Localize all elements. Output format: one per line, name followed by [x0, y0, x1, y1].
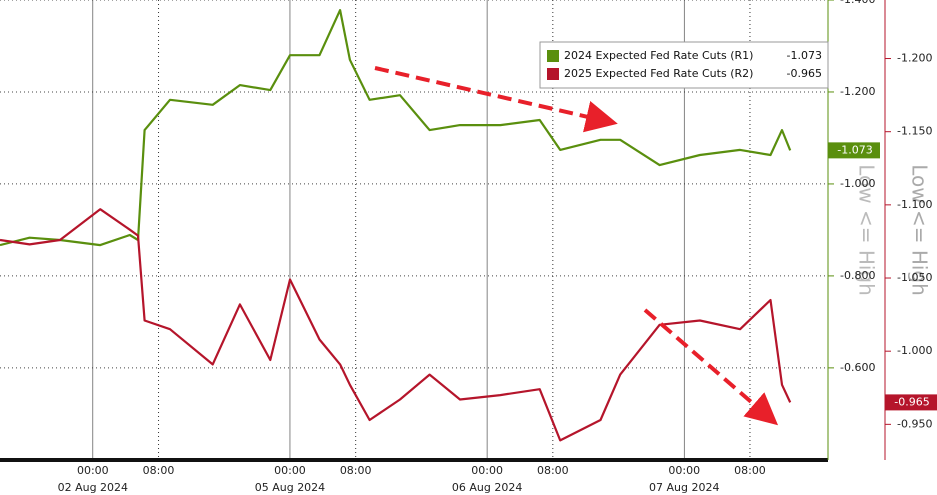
trend-arrow: [374, 66, 618, 133]
last-value-badge: [885, 394, 937, 411]
x-tick-label: 08:00: [537, 464, 569, 477]
trend-arrow: [643, 308, 779, 426]
series-line: [0, 9, 792, 247]
legend-box: [539, 41, 829, 89]
legend-label: 2024 Expected Fed Rate Cuts (R1): [564, 49, 753, 62]
y2-tick-label: -1.150: [897, 125, 932, 138]
x-tick-label: 08:00: [340, 464, 372, 477]
plot: [0, 9, 792, 442]
y2-tick-label: -1.000: [897, 344, 932, 357]
y2-axis-title: Low <= High: [908, 164, 932, 296]
x-tick-label: 00:00: [471, 464, 503, 477]
date-label: 06 Aug 2024: [452, 481, 522, 494]
legend-swatch: [547, 68, 559, 80]
legend-swatch: [547, 50, 559, 62]
y2-tick-label: -1.050: [897, 271, 932, 284]
date-label: 02 Aug 2024: [58, 481, 128, 494]
x-axis-bar: [0, 458, 828, 462]
last-value-label: -1.073: [837, 143, 872, 156]
legend: 2024 Expected Fed Rate Cuts (R1) -1.073 20…: [539, 41, 829, 89]
last-value-badge: [828, 142, 880, 159]
legend-value: -1.073: [787, 49, 822, 62]
x-tick-label: 00:00: [668, 464, 700, 477]
y-tick-label: -0.600: [840, 361, 875, 374]
x-tick-label: 00:00: [274, 464, 306, 477]
y2-tick-label: -0.950: [897, 417, 932, 430]
x-tick-label: 08:00: [734, 464, 766, 477]
last-value-label: -0.965: [894, 395, 929, 408]
y2-tick-label: -1.200: [897, 52, 932, 65]
y-tick-label: -0.800: [840, 269, 875, 282]
legend-value: -0.965: [787, 67, 822, 80]
legend-label: 2025 Expected Fed Rate Cuts (R2): [564, 67, 753, 80]
series-line: [0, 208, 792, 442]
y2-tick-label: -1.100: [897, 198, 932, 211]
y-tick-label: -1.000: [840, 177, 875, 190]
x-tick-label: 00:00: [77, 464, 109, 477]
date-label: 05 Aug 2024: [255, 481, 325, 494]
x-tick-label: 08:00: [143, 464, 175, 477]
y-tick-label: -1.400: [840, 0, 875, 6]
y-tick-label: -1.200: [840, 85, 875, 98]
date-label: 07 Aug 2024: [649, 481, 719, 494]
y-axis-title: Low <= High: [855, 164, 879, 296]
